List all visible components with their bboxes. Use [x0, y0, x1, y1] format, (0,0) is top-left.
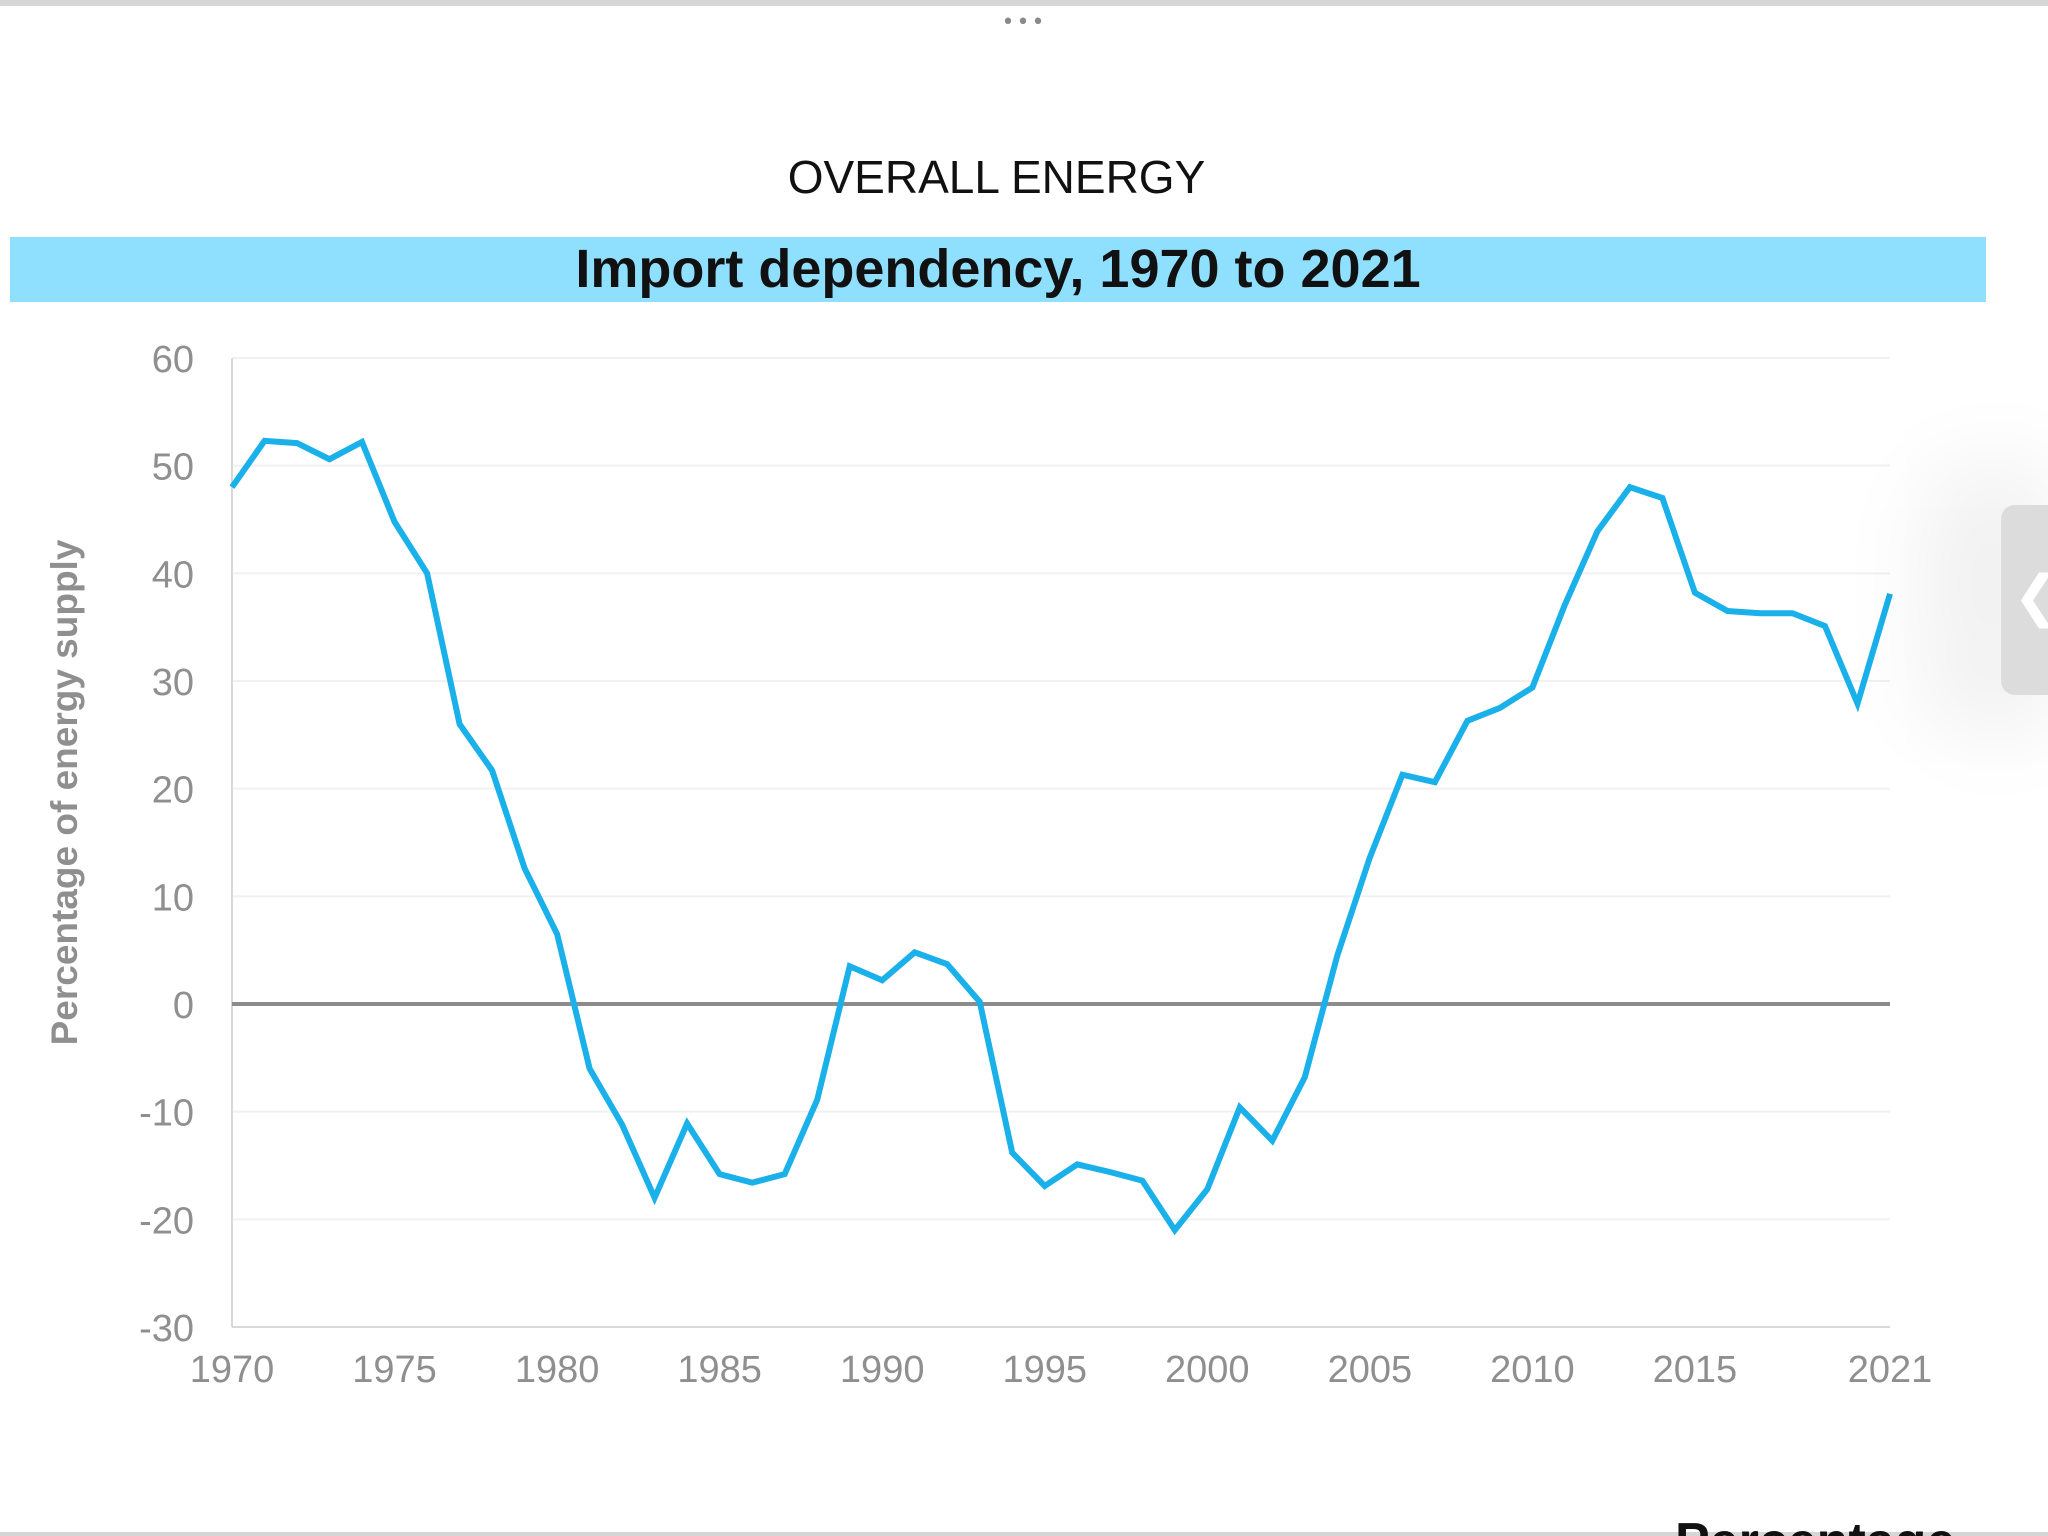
- x-tick-label: 1985: [677, 1349, 762, 1391]
- y-tick-label: -20: [139, 1200, 194, 1242]
- cut-off-label-text: Percentage: [1675, 1512, 1955, 1536]
- x-tick-label: 1980: [515, 1349, 600, 1391]
- chart-title: Import dependency, 1970 to 2021: [575, 239, 1421, 299]
- y-tick-label: 0: [173, 985, 194, 1027]
- chevron-left-icon[interactable]: ❮: [2013, 567, 2048, 627]
- bottom-edge: [0, 1532, 2048, 1536]
- x-tick-label: 2010: [1490, 1349, 1575, 1391]
- y-tick-label: 50: [152, 447, 194, 489]
- top-edge: [0, 0, 2048, 6]
- y-tick-label: 30: [152, 662, 194, 704]
- y-tick-label: -30: [139, 1308, 194, 1350]
- y-tick-label: -10: [139, 1093, 194, 1135]
- section-kicker: OVERALL ENERGY: [787, 151, 1206, 203]
- menu-dots-icon[interactable]: •••: [1001, 10, 1047, 35]
- title-banner: Import dependency, 1970 to 2021: [10, 237, 1986, 302]
- x-tick-label: 1990: [840, 1349, 925, 1391]
- y-axis-label: Percentage of energy supply: [44, 539, 85, 1045]
- x-tick-label: 2021: [1848, 1349, 1933, 1391]
- x-tick-label: 2005: [1328, 1349, 1413, 1391]
- x-tick-label: 1970: [190, 1349, 275, 1391]
- side-panel-handle[interactable]: ❮: [2001, 505, 2048, 695]
- cut-off-label: Percentage: [1675, 1505, 1975, 1536]
- y-tick-label: 40: [152, 554, 194, 596]
- x-tick-label: 2000: [1165, 1349, 1250, 1391]
- x-tick-label: 2015: [1653, 1349, 1738, 1391]
- y-tick-label: 20: [152, 770, 194, 812]
- x-tick-label: 1995: [1002, 1349, 1087, 1391]
- y-tick-label: 60: [152, 339, 194, 381]
- x-tick-label: 1975: [352, 1349, 437, 1391]
- y-tick-label: 10: [152, 877, 194, 919]
- series-line: [229, 437, 1893, 1236]
